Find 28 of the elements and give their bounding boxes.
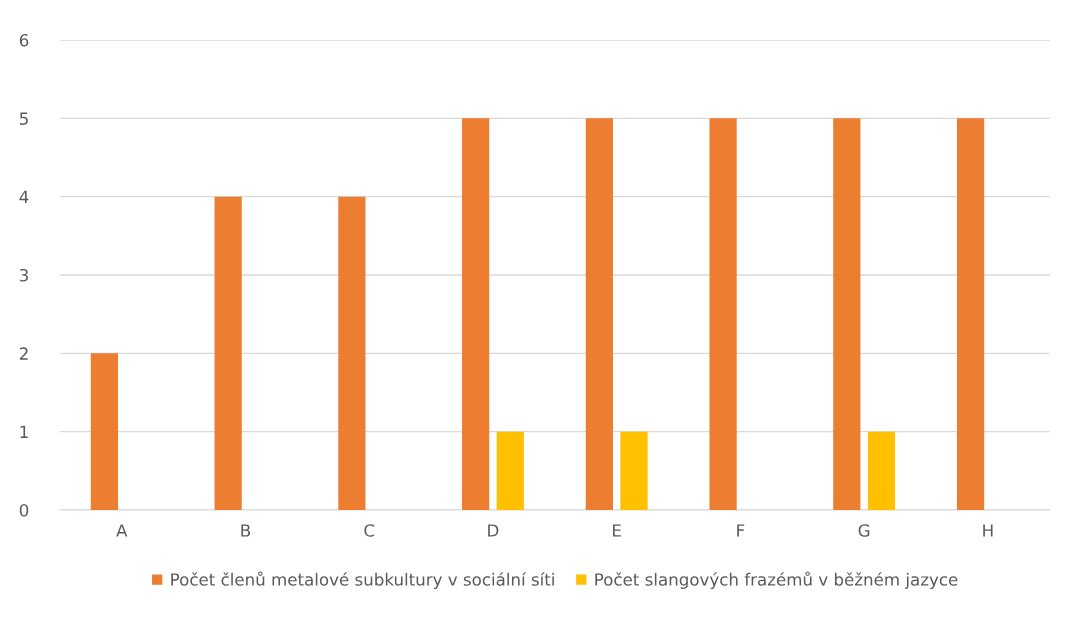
y-tick-label: 2 (19, 347, 28, 360)
x-tick-label: D (488, 524, 499, 537)
bar (620, 431, 648, 510)
x-tick-label: C (364, 524, 375, 537)
bar (867, 431, 896, 510)
bar (956, 118, 985, 510)
legend-label: Počet slangových frazémů v běžném jazyce (595, 571, 958, 589)
legend-label: Počet členů metalové subkultury v sociální síti (171, 571, 554, 589)
bar (214, 196, 242, 510)
y-tick-label: 6 (19, 33, 29, 47)
y-tick-label: 1 (20, 425, 28, 438)
bar (833, 118, 861, 510)
bar (709, 118, 737, 510)
y-tick-label: 4 (19, 190, 29, 203)
x-tick-label: F (737, 524, 745, 537)
x-tick-label: E (613, 524, 621, 537)
y-tick-label: 5 (19, 112, 28, 125)
bar (462, 118, 490, 510)
bar (338, 196, 366, 510)
bar (585, 118, 613, 510)
x-tick-label: A (116, 524, 128, 537)
y-tick-label: 0 (19, 503, 29, 517)
bar (496, 431, 524, 510)
x-tick-label: B (241, 524, 251, 537)
bar (90, 353, 119, 510)
x-tick-label: G (858, 524, 870, 537)
y-tick-label: 3 (19, 268, 28, 282)
x-tick-label: H (983, 524, 993, 537)
